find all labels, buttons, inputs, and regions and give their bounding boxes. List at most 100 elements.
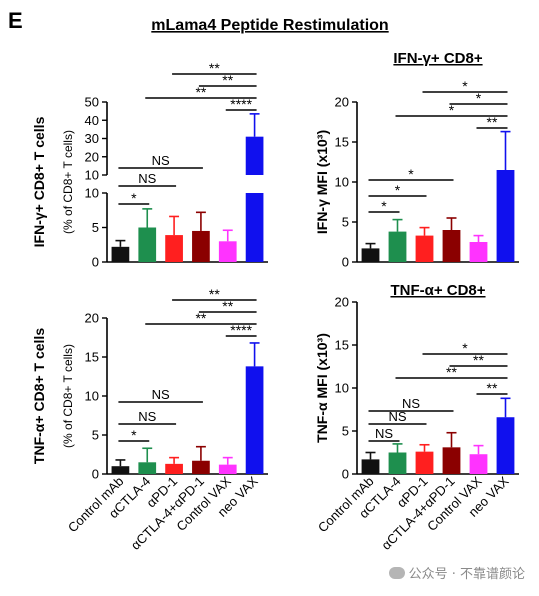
significance-label: ** <box>209 286 220 302</box>
bar <box>111 466 130 474</box>
bar <box>192 230 210 262</box>
y-tick-label: 10 <box>335 381 349 396</box>
y-tick-label: 5 <box>92 220 99 235</box>
significance-label: NS <box>152 387 170 402</box>
significance-label: **** <box>230 96 252 112</box>
y-tick-label: 50 <box>85 95 99 110</box>
bar <box>245 366 264 474</box>
panel-letter: E <box>8 8 23 33</box>
bar-upper <box>245 136 264 175</box>
significance-label: NS <box>152 153 170 168</box>
main-title: mLama4 Peptide Restimulation <box>151 17 388 34</box>
y-label-main: TNF-α+ CD8+ T cells <box>31 328 47 464</box>
significance-label: * <box>395 182 401 198</box>
bar <box>138 227 157 262</box>
y-tick-label: 15 <box>335 135 349 150</box>
y-label-main: IFN-γ MFI (x10³) <box>314 130 330 234</box>
y-axis-label: TNF-α+ CD8+ T cells (% of CD8+ T cells) <box>31 328 75 464</box>
significance-label: **** <box>230 322 252 338</box>
bar <box>469 242 488 262</box>
bar <box>388 231 407 262</box>
y-label-main: IFN-γ+ CD8+ T cells <box>31 116 47 247</box>
panel-title: IFN-γ+ CD8+ <box>393 50 482 67</box>
bar <box>165 463 183 474</box>
wechat-icon <box>388 566 405 579</box>
y-axis: 0 5 10 15 20 <box>85 311 108 482</box>
bar <box>192 460 210 474</box>
y-tick-label: 10 <box>335 175 349 190</box>
significance-label: ** <box>222 72 233 88</box>
y-tick-label: 0 <box>342 467 349 482</box>
y-axis: 0 5 10 15 20 <box>335 295 358 482</box>
y-tick-label: 5 <box>92 428 99 443</box>
bar <box>218 241 237 262</box>
significance-label: NS <box>388 409 406 424</box>
significance-label: ** <box>195 84 206 100</box>
significance-label: ** <box>222 298 233 314</box>
bar <box>415 451 434 474</box>
y-label-sub: (% of CD8+ T cells) <box>61 130 75 234</box>
y-tick-label: 40 <box>85 113 99 128</box>
bar <box>496 417 515 474</box>
chart-tnfa-percent: 0 5 10 15 20 TNF-α+ CD8+ T cells (% of CD8+ T … <box>31 286 268 553</box>
y-axis: 0 5 10 15 20 <box>335 95 358 270</box>
y-tick-label: 15 <box>85 350 99 365</box>
significance-label: * <box>131 427 137 443</box>
y-tick-label: 20 <box>335 295 349 310</box>
significance-label: * <box>462 78 468 94</box>
y-label-sub: (% of CD8+ T cells) <box>61 344 75 448</box>
bar <box>415 235 434 262</box>
significance-label: * <box>408 166 414 182</box>
watermark-text: 公众号 · 不靠谱颜论 <box>408 567 525 582</box>
y-tick-label: 10 <box>85 168 99 183</box>
significance-label: * <box>449 102 455 118</box>
y-tick-label: 0 <box>92 467 99 482</box>
y-tick-label: 5 <box>342 215 349 230</box>
y-tick-label: 10 <box>85 186 99 201</box>
significance-label: ** <box>446 364 457 380</box>
bar <box>442 447 461 474</box>
significance-label: * <box>462 340 468 356</box>
significance-label: ** <box>473 352 484 368</box>
significance-label: ** <box>487 114 498 130</box>
category-labels: Control mAbαCTLA-4αPD-1αCTLA-4+αPD-1Cont… <box>65 473 261 552</box>
y-tick-label: 30 <box>85 131 99 146</box>
y-axis-label: IFN-γ MFI (x10³) <box>314 130 330 234</box>
significance-label: * <box>381 198 387 214</box>
bar <box>469 454 488 474</box>
significance-label: ** <box>195 310 206 326</box>
bar <box>361 459 380 474</box>
significance-label: NS <box>402 396 420 411</box>
bar <box>165 235 183 262</box>
bar <box>496 170 515 262</box>
significance-label: NS <box>375 426 393 441</box>
bar <box>442 230 461 262</box>
significance-label: NS <box>138 409 156 424</box>
y-tick-label: 20 <box>85 311 99 326</box>
significance-label: ** <box>209 60 220 76</box>
bar <box>361 248 380 262</box>
y-tick-label: 10 <box>85 389 99 404</box>
y-axis-label: IFN-γ+ CD8+ T cells (% of CD8+ T cells) <box>31 116 75 247</box>
chart-ifng-percent: 0 5 10 10 20 30 40 50 IFN-γ+ CD8+ T cells (% of C… <box>31 60 268 270</box>
category-labels: Control mAbαCTLA-4αPD-1αCTLA-4+αPD-1Cont… <box>315 473 512 552</box>
bar <box>388 452 407 474</box>
y-axis: 0 5 10 10 20 30 40 50 <box>85 95 108 270</box>
significance-label: ** <box>487 380 498 396</box>
y-tick-label: 15 <box>335 338 349 353</box>
significance-label: * <box>476 90 482 106</box>
y-tick-label: 20 <box>85 149 99 164</box>
significance-brackets: ******** <box>368 78 508 214</box>
bar-lower <box>245 193 264 262</box>
significance-label: NS <box>138 171 156 186</box>
bar <box>111 246 130 262</box>
watermark: 公众号 · 不靠谱颜论 <box>388 563 525 582</box>
y-label-main: TNF-α MFI (x10³) <box>314 333 330 443</box>
bar <box>218 464 237 474</box>
